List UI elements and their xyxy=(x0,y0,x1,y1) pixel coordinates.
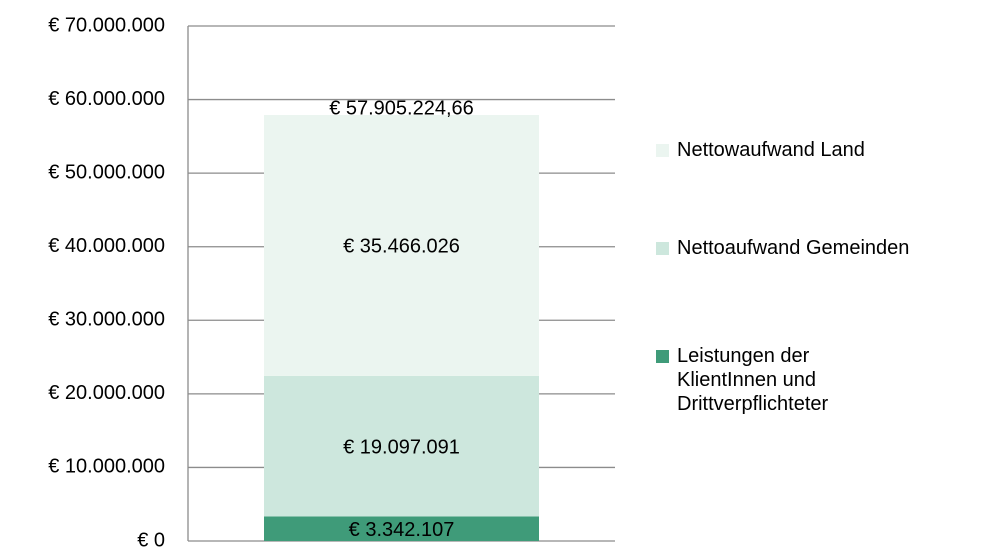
bar-segment xyxy=(264,375,539,517)
bar-segment xyxy=(264,516,539,541)
legend-label: Leistungen der KlientInnen und Drittverp… xyxy=(677,345,829,415)
legend-label: Nettoaufwand Gemeinden xyxy=(677,237,910,259)
y-tick-label: € 20.000.000 xyxy=(48,382,165,404)
y-tick-label: € 50.000.000 xyxy=(48,161,165,183)
data-label: € 35.466.026 xyxy=(343,236,460,258)
data-label: € 19.097.091 xyxy=(343,436,460,458)
legend-item: Nettoaufwand Gemeinden xyxy=(656,236,987,260)
y-tick-label: € 10.000.000 xyxy=(48,456,165,478)
y-tick-label: € 60.000.000 xyxy=(48,88,165,110)
legend-swatch xyxy=(656,242,669,255)
legend-item: Nettowaufwand Land xyxy=(656,138,987,162)
legend-item: Leistungen der KlientInnen und Drittverp… xyxy=(656,344,882,416)
y-tick-label: € 30.000.000 xyxy=(48,309,165,331)
bar-segment xyxy=(264,114,539,376)
legend-swatch xyxy=(656,350,669,363)
total-label: € 57.905.224,66 xyxy=(329,97,474,119)
y-tick-label: € 40.000.000 xyxy=(48,235,165,257)
legend-swatch xyxy=(656,144,669,157)
y-tick-label: € 0 xyxy=(137,529,165,551)
data-label: € 3.342.107 xyxy=(349,519,455,541)
legend-label: Nettowaufwand Land xyxy=(677,139,865,161)
y-tick-label: € 70.000.000 xyxy=(48,14,165,36)
